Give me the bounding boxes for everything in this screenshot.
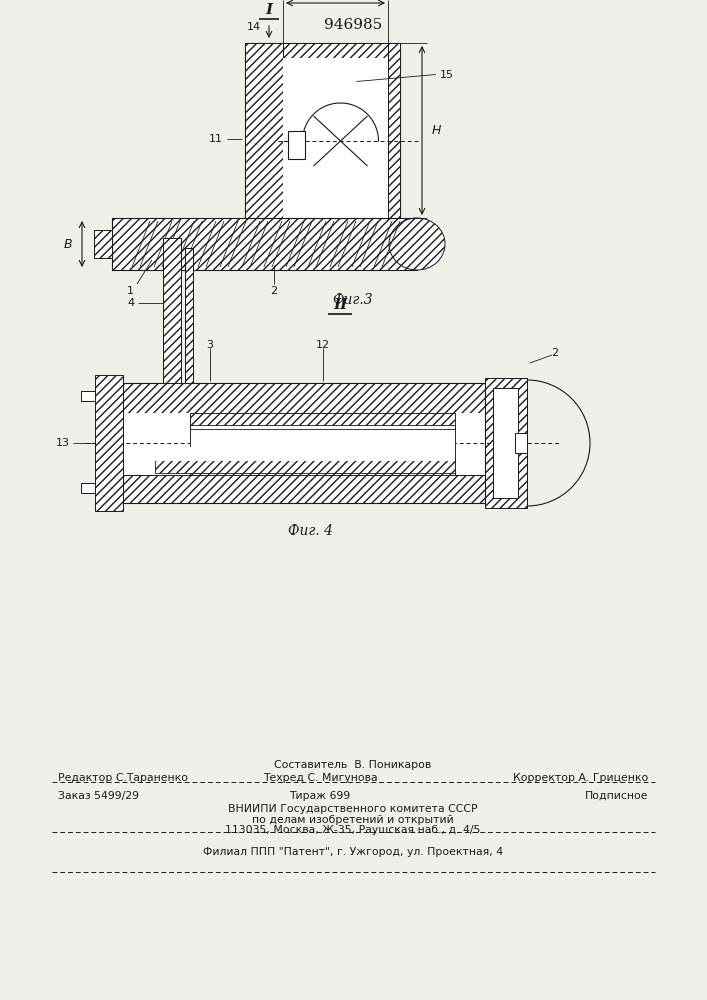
Text: Филиал ППП "Патент", г. Ужгород, ул. Проектная, 4: Филиал ППП "Патент", г. Ужгород, ул. Про… xyxy=(203,847,503,857)
Bar xyxy=(283,58,388,218)
Bar xyxy=(94,230,112,258)
Text: 2: 2 xyxy=(551,348,559,358)
Text: 12: 12 xyxy=(315,340,329,350)
Text: Заказ 5499/29: Заказ 5499/29 xyxy=(58,791,139,801)
Text: 14: 14 xyxy=(247,22,261,32)
Text: Подписное: Подписное xyxy=(585,791,648,801)
Text: по делам изобретений и открытий: по делам изобретений и открытий xyxy=(252,815,454,825)
Text: 3: 3 xyxy=(206,340,214,350)
Bar xyxy=(283,43,388,58)
Bar xyxy=(288,131,305,159)
Bar xyxy=(515,433,527,453)
Bar xyxy=(81,391,95,401)
Ellipse shape xyxy=(389,218,445,270)
Bar xyxy=(245,43,400,218)
Bar xyxy=(245,43,283,218)
Text: Техред С. Мигунова: Техред С. Мигунова xyxy=(263,773,378,783)
Bar xyxy=(115,475,485,503)
Text: II: II xyxy=(333,298,347,312)
Text: 113035, Москва, Ж-35, Раушская наб., д. 4/5: 113035, Москва, Ж-35, Раушская наб., д. … xyxy=(226,825,481,835)
Text: Фиг.3: Фиг.3 xyxy=(333,293,373,307)
Text: Фиг. 4: Фиг. 4 xyxy=(288,524,332,538)
Bar xyxy=(163,238,181,383)
Bar xyxy=(185,248,193,383)
Text: Редактор С.Тараненко: Редактор С.Тараненко xyxy=(58,773,188,783)
Bar xyxy=(388,43,400,218)
Bar xyxy=(485,378,527,508)
Bar xyxy=(155,447,455,461)
Text: 1: 1 xyxy=(127,286,134,296)
Bar xyxy=(493,388,518,498)
Text: I: I xyxy=(265,3,273,17)
Bar xyxy=(95,375,123,511)
Text: Корректор А. Гриценко: Корректор А. Гриценко xyxy=(513,773,648,783)
Bar xyxy=(155,459,455,473)
Text: 11: 11 xyxy=(209,134,223,144)
Text: B: B xyxy=(64,237,72,250)
Text: 2: 2 xyxy=(271,286,278,296)
Bar xyxy=(112,218,417,270)
Bar xyxy=(115,413,485,475)
Bar xyxy=(190,413,455,475)
Bar xyxy=(115,383,485,413)
Text: 946985: 946985 xyxy=(324,18,382,32)
Text: H: H xyxy=(432,124,441,137)
Bar xyxy=(81,483,95,493)
Text: Составитель  В. Поникаров: Составитель В. Поникаров xyxy=(274,760,432,770)
Text: Тираж 699: Тираж 699 xyxy=(289,791,351,801)
Bar xyxy=(190,413,455,425)
Text: 4: 4 xyxy=(128,298,135,308)
Bar xyxy=(190,463,455,475)
Text: 15: 15 xyxy=(440,70,454,80)
Bar xyxy=(190,429,455,459)
Text: ВНИИПИ Государственного комитета СССР: ВНИИПИ Государственного комитета СССР xyxy=(228,804,478,814)
Text: 13: 13 xyxy=(56,438,70,448)
